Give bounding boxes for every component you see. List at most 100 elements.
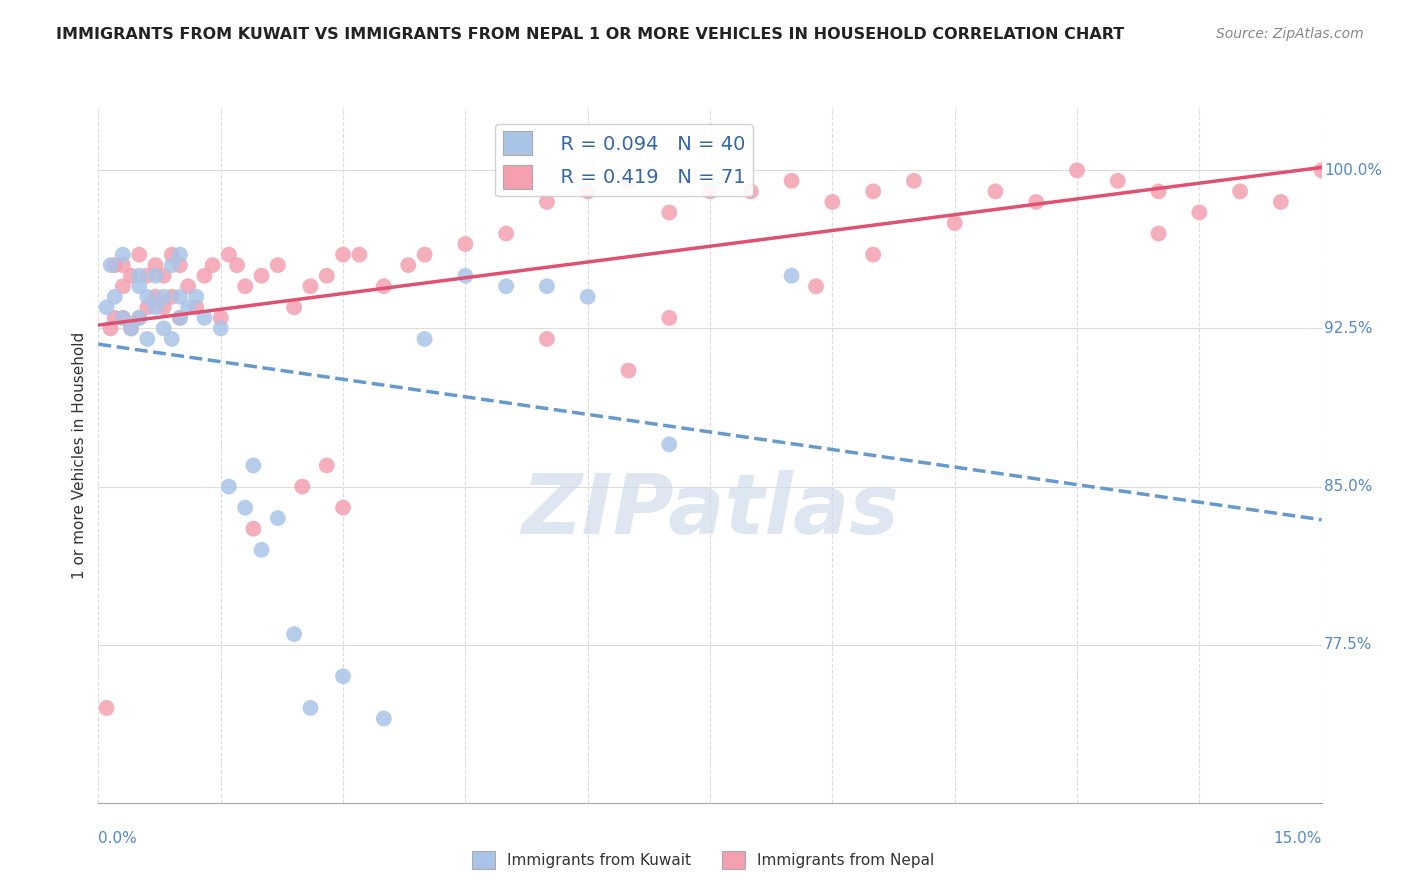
Point	[299, 279, 322, 293]
Point	[96, 701, 118, 715]
Text: 15.0%: 15.0%	[1274, 830, 1322, 846]
Point	[332, 669, 354, 683]
Point	[250, 268, 273, 283]
Point	[291, 479, 314, 493]
Point	[136, 301, 159, 315]
Point	[299, 701, 322, 715]
Point	[145, 301, 167, 315]
Point	[104, 258, 127, 272]
Point	[332, 247, 354, 261]
Point	[186, 290, 208, 304]
Point	[1066, 163, 1088, 178]
Point	[315, 458, 337, 473]
Point	[396, 258, 419, 272]
Point	[267, 511, 290, 525]
Legend: Immigrants from Kuwait, Immigrants from Nepal: Immigrants from Kuwait, Immigrants from …	[465, 845, 941, 875]
Point	[152, 290, 174, 304]
Point	[120, 321, 142, 335]
Point	[111, 310, 134, 325]
Point	[128, 310, 150, 325]
Point	[160, 332, 183, 346]
Point	[943, 216, 966, 230]
Point	[128, 247, 150, 261]
Point	[145, 290, 167, 304]
Point	[617, 363, 640, 377]
Point	[104, 290, 127, 304]
Point	[576, 290, 599, 304]
Point	[193, 268, 215, 283]
Text: 100.0%: 100.0%	[1324, 163, 1382, 178]
Point	[128, 268, 150, 283]
Point	[169, 247, 191, 261]
Point	[218, 479, 240, 493]
Point	[111, 258, 134, 272]
Point	[120, 321, 142, 335]
Point	[100, 321, 122, 335]
Point	[1188, 205, 1211, 219]
Point	[1147, 185, 1170, 199]
Point	[576, 185, 599, 199]
Point	[1147, 227, 1170, 241]
Point	[152, 321, 174, 335]
Point	[96, 301, 118, 315]
Point	[495, 227, 517, 241]
Point	[1310, 163, 1333, 178]
Point	[233, 500, 256, 515]
Point	[177, 301, 200, 315]
Point	[454, 268, 477, 283]
Text: ZIPatlas: ZIPatlas	[522, 470, 898, 551]
Point	[536, 332, 558, 346]
Point	[315, 268, 337, 283]
Text: 0.0%: 0.0%	[98, 830, 138, 846]
Point	[120, 268, 142, 283]
Point	[152, 268, 174, 283]
Point	[658, 205, 681, 219]
Point	[160, 247, 183, 261]
Point	[145, 268, 167, 283]
Point	[111, 247, 134, 261]
Point	[218, 247, 240, 261]
Y-axis label: 1 or more Vehicles in Household: 1 or more Vehicles in Household	[72, 331, 87, 579]
Point	[111, 310, 134, 325]
Point	[186, 301, 208, 315]
Point	[495, 279, 517, 293]
Point	[1270, 194, 1292, 209]
Point	[111, 279, 134, 293]
Point	[1107, 174, 1129, 188]
Point	[128, 279, 150, 293]
Point	[821, 194, 844, 209]
Point	[169, 258, 191, 272]
Point	[267, 258, 290, 272]
Point	[201, 258, 224, 272]
Point	[699, 185, 721, 199]
Point	[903, 174, 925, 188]
Point	[242, 458, 264, 473]
Point	[136, 290, 159, 304]
Point	[536, 279, 558, 293]
Point	[160, 258, 183, 272]
Point	[283, 301, 305, 315]
Point	[658, 437, 681, 451]
Point	[862, 185, 884, 199]
Point	[145, 258, 167, 272]
Point	[617, 174, 640, 188]
Point	[136, 268, 159, 283]
Point	[193, 310, 215, 325]
Point	[226, 258, 249, 272]
Point	[349, 247, 371, 261]
Point	[740, 185, 762, 199]
Point	[209, 321, 232, 335]
Point	[169, 310, 191, 325]
Point	[242, 522, 264, 536]
Point	[233, 279, 256, 293]
Point	[169, 310, 191, 325]
Text: IMMIGRANTS FROM KUWAIT VS IMMIGRANTS FROM NEPAL 1 OR MORE VEHICLES IN HOUSEHOLD : IMMIGRANTS FROM KUWAIT VS IMMIGRANTS FRO…	[56, 27, 1125, 42]
Point	[373, 711, 395, 725]
Text: Source: ZipAtlas.com: Source: ZipAtlas.com	[1216, 27, 1364, 41]
Point	[209, 310, 232, 325]
Point	[984, 185, 1007, 199]
Point	[1229, 185, 1251, 199]
Point	[128, 310, 150, 325]
Point	[136, 332, 159, 346]
Point	[152, 301, 174, 315]
